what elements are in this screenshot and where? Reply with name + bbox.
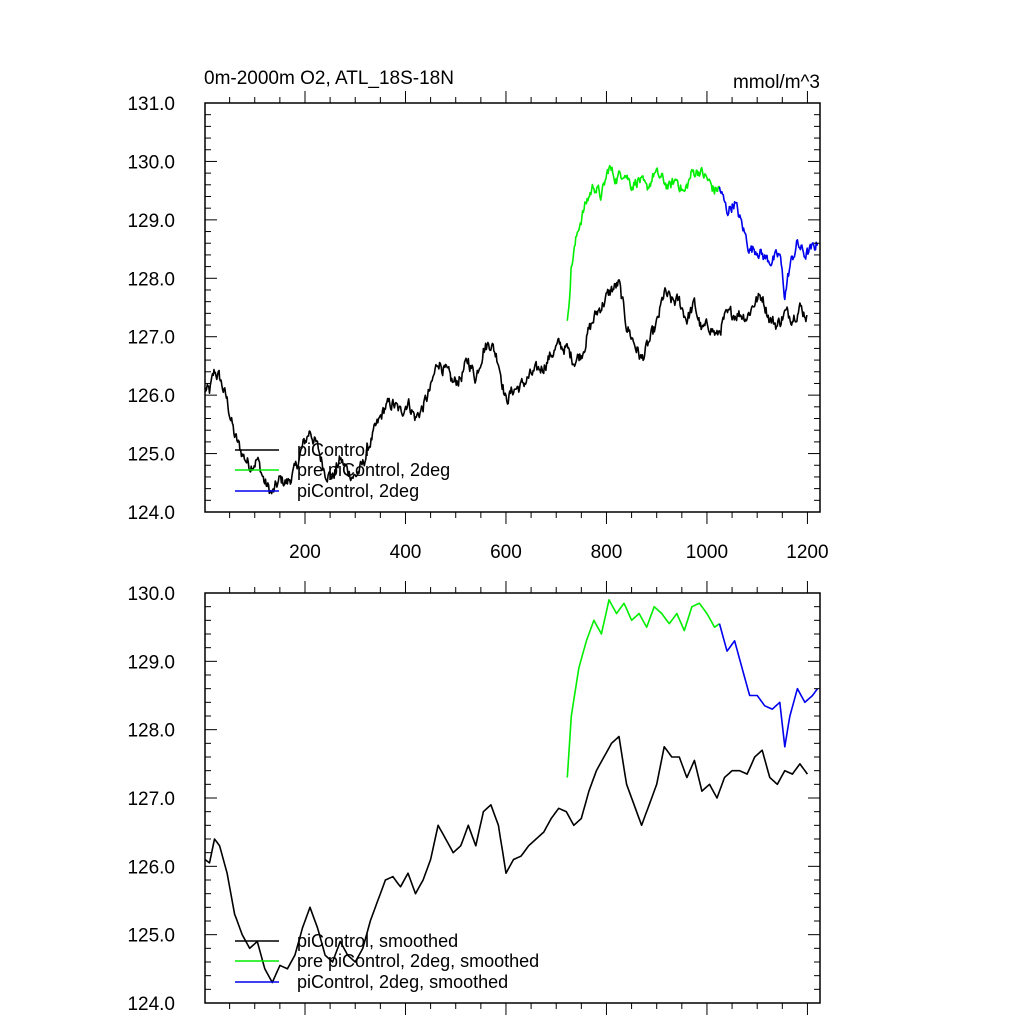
x-tick-label: 1000 (686, 542, 728, 563)
series-group (204, 164, 819, 495)
series-line-picontrol-smoothed (204, 735, 809, 984)
legend: piControl pre piControl, 2deg piControl,… (235, 440, 450, 501)
series-line-pre-picontrol-2deg (566, 164, 721, 321)
y-tick-label: 130.0 (127, 152, 175, 173)
legend-label-picontrol-smoothed: piControl, smoothed (297, 931, 458, 951)
units-label: mmol/m^3 (733, 72, 820, 93)
x-tick-label: 400 (390, 542, 422, 563)
plot-frame (204, 592, 821, 1004)
y-tick-label: 127.0 (127, 328, 175, 349)
series-line-picontrol-2deg (718, 186, 819, 301)
y-tick-label: 125.0 (127, 926, 175, 947)
legend-label-pre-picontrol: pre piControl, 2deg (297, 460, 450, 480)
y-tick-label: 129.0 (127, 652, 175, 673)
y-tick-label: 128.0 (127, 269, 175, 290)
legend-label-picontrol: piControl (297, 440, 369, 460)
legend: piControl, smoothed pre piControl, 2deg,… (235, 931, 539, 992)
plot-frame (204, 102, 821, 513)
x-tick-label: 200 (289, 542, 321, 563)
y-tick-label: 128.0 (127, 721, 175, 742)
y-tick-label: 124.0 (127, 503, 175, 524)
axes-group: 124.0 125.0 126.0 127.0 128.0 129.0 130.0 131.0… (127, 91, 829, 563)
y-tick-label: 130.0 (127, 584, 175, 605)
series-line-pre-picontrol-2deg-smoothed (566, 599, 720, 778)
series-line-picontrol (204, 279, 808, 495)
y-tick-label: 124.0 (127, 994, 175, 1015)
bottom-panel: 124.0 125.0 126.0 127.0 128.0 129.0 130.0 piCo… (127, 581, 821, 1015)
y-tick-label: 125.0 (127, 445, 175, 466)
y-tick-label: 129.0 (127, 211, 175, 232)
legend-label-picontrol-2deg: piControl, 2deg (297, 481, 419, 501)
top-panel: 0m-2000m O2, ATL_18S-18N mmol/m^3 124.01… (127, 68, 828, 563)
y-tick-label: 131.0 (127, 94, 175, 115)
axes-group: 124.0 125.0 126.0 127.0 128.0 129.0 130.0 (127, 581, 820, 1015)
series-line-picontrol-2deg-smoothed (718, 623, 819, 748)
series-group (204, 599, 819, 984)
legend-label-picontrol-2deg-smoothed: piControl, 2deg, smoothed (297, 972, 508, 992)
x-tick-label: 600 (490, 542, 522, 563)
y-tick-label: 126.0 (127, 857, 175, 878)
legend-label-pre-picontrol-smoothed: pre piControl, 2deg, smoothed (297, 951, 539, 971)
y-tick-label: 127.0 (127, 789, 175, 810)
x-tick-label: 1200 (786, 542, 828, 563)
x-tick-label: 800 (591, 542, 623, 563)
chart-title: 0m-2000m O2, ATL_18S-18N (204, 68, 454, 89)
y-tick-label: 126.0 (127, 386, 175, 407)
